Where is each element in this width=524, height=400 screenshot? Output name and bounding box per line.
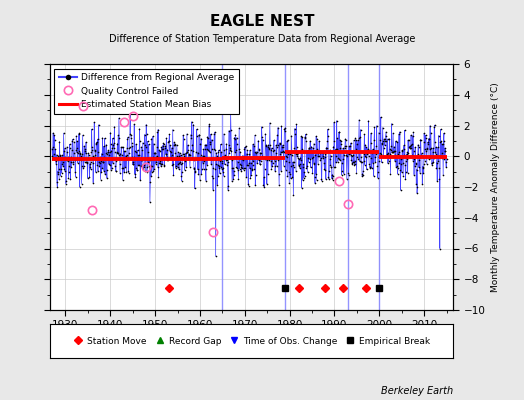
Y-axis label: Monthly Temperature Anomaly Difference (°C): Monthly Temperature Anomaly Difference (…	[491, 82, 500, 292]
Text: EAGLE NEST: EAGLE NEST	[210, 14, 314, 29]
Text: Berkeley Earth: Berkeley Earth	[381, 386, 453, 396]
Text: Difference of Station Temperature Data from Regional Average: Difference of Station Temperature Data f…	[109, 34, 415, 44]
Legend: Difference from Regional Average, Quality Control Failed, Estimated Station Mean: Difference from Regional Average, Qualit…	[54, 68, 239, 114]
Legend: Station Move, Record Gap, Time of Obs. Change, Empirical Break: Station Move, Record Gap, Time of Obs. C…	[70, 333, 433, 349]
